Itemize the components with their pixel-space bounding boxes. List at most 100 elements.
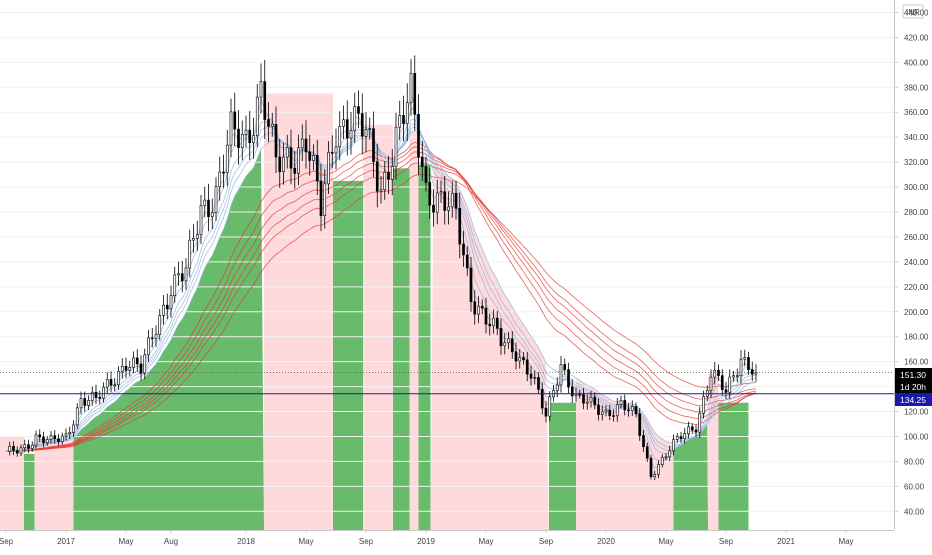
candle-body bbox=[555, 384, 559, 391]
candle-body bbox=[117, 370, 120, 386]
candle-body bbox=[638, 413, 642, 436]
candle-body bbox=[615, 404, 619, 417]
candle-body bbox=[709, 376, 713, 391]
candle-body bbox=[379, 189, 383, 192]
candle-body bbox=[747, 357, 750, 370]
candle-body bbox=[417, 114, 420, 158]
candle-body bbox=[544, 407, 548, 417]
candle-body bbox=[394, 126, 398, 167]
candle-body bbox=[525, 359, 529, 375]
candle-body bbox=[75, 407, 79, 426]
candle-body bbox=[278, 156, 282, 172]
x-tick-label: Sep bbox=[719, 537, 734, 546]
candle-body bbox=[315, 155, 319, 182]
candle-body bbox=[623, 400, 627, 411]
candle-body bbox=[375, 161, 379, 192]
candle-body bbox=[207, 199, 210, 217]
candle-body bbox=[435, 192, 439, 213]
candle-body bbox=[597, 404, 600, 415]
zone-bear-8 bbox=[409, 130, 419, 531]
time-axis[interactable]: Sep 2017 May Aug 2018 May Sep 2019 May Sep 2020 May… bbox=[0, 530, 932, 550]
candle-body bbox=[702, 396, 705, 414]
candle-body bbox=[64, 433, 68, 437]
price-axis[interactable]: INR 40.0060.0080.00100.00120.00140.00160… bbox=[894, 0, 932, 550]
candle-body bbox=[664, 456, 668, 459]
candle-body bbox=[240, 134, 244, 149]
candle-body bbox=[750, 369, 754, 375]
candle-body bbox=[304, 138, 308, 153]
candle-body bbox=[53, 435, 57, 440]
y-tick-label: 240.00 bbox=[904, 258, 929, 267]
x-tick-label: 2018 bbox=[237, 537, 255, 546]
candle-body bbox=[330, 152, 334, 154]
candle-body bbox=[728, 376, 732, 393]
candle-body bbox=[694, 429, 698, 433]
last-price-badge bbox=[895, 368, 932, 394]
candle-body bbox=[87, 400, 90, 406]
candle-body bbox=[165, 304, 169, 310]
candle-body bbox=[274, 124, 278, 158]
candle-body bbox=[469, 267, 473, 303]
y-tick-label: 340.00 bbox=[904, 133, 929, 142]
candle-body bbox=[428, 182, 432, 206]
x-tick-label: 2020 bbox=[597, 537, 615, 546]
candle-body bbox=[120, 365, 124, 372]
zone-bull-13 bbox=[673, 424, 708, 530]
slow-ema-2 bbox=[5, 151, 757, 452]
candle-body bbox=[604, 409, 608, 413]
candle-body bbox=[162, 304, 165, 316]
candle-body bbox=[94, 391, 98, 398]
y-tick-label: 300.00 bbox=[904, 183, 929, 192]
candle-body bbox=[717, 369, 720, 376]
currency-badge[interactable] bbox=[902, 4, 924, 19]
candle-body bbox=[732, 375, 735, 378]
x-tick-label: May bbox=[838, 537, 853, 546]
time-axis-background bbox=[0, 530, 932, 550]
candle-body bbox=[409, 73, 413, 104]
candle-body bbox=[312, 155, 315, 161]
candle-body bbox=[222, 171, 225, 174]
candle-body bbox=[364, 129, 368, 137]
zone-bull-1 bbox=[24, 453, 35, 530]
y-tick-label: 320.00 bbox=[904, 158, 929, 167]
candle-body bbox=[713, 369, 717, 378]
candle-body bbox=[342, 119, 345, 127]
candle-body bbox=[68, 432, 72, 435]
support-price-badge bbox=[895, 393, 932, 406]
candle-body bbox=[188, 239, 192, 269]
x-tick-label: May bbox=[298, 537, 313, 546]
candle-body bbox=[612, 415, 615, 417]
candle-body bbox=[19, 447, 23, 454]
candle-body bbox=[139, 363, 143, 374]
candle-body bbox=[289, 147, 293, 169]
candle-body bbox=[687, 426, 690, 434]
candle-body bbox=[720, 375, 724, 390]
candle-body bbox=[439, 191, 443, 194]
candle-body bbox=[15, 450, 19, 454]
candle-body bbox=[233, 111, 237, 130]
zone-bear-0 bbox=[0, 436, 24, 530]
x-tick-label: May bbox=[658, 537, 673, 546]
candle-body bbox=[465, 254, 469, 269]
support-price-label: 134.25 bbox=[900, 395, 926, 405]
candle-body bbox=[672, 439, 675, 452]
candle-body bbox=[529, 373, 533, 379]
candle-body bbox=[563, 364, 567, 370]
candle-body bbox=[690, 426, 694, 431]
candle-body bbox=[567, 369, 570, 388]
candle-body bbox=[90, 391, 94, 401]
y-tick-label: 380.00 bbox=[904, 83, 929, 92]
trend-zones bbox=[0, 93, 749, 531]
zone-bull-15 bbox=[718, 402, 749, 530]
zone-bull-5 bbox=[333, 180, 363, 530]
candle-body bbox=[42, 436, 45, 444]
candle-body bbox=[600, 411, 604, 415]
candle-body bbox=[158, 315, 162, 335]
candle-body bbox=[458, 207, 462, 245]
zone-bear-2 bbox=[34, 438, 74, 530]
candle-body bbox=[450, 193, 454, 208]
y-tick-label: 200.00 bbox=[904, 308, 929, 317]
zone-bull-7 bbox=[393, 168, 410, 530]
